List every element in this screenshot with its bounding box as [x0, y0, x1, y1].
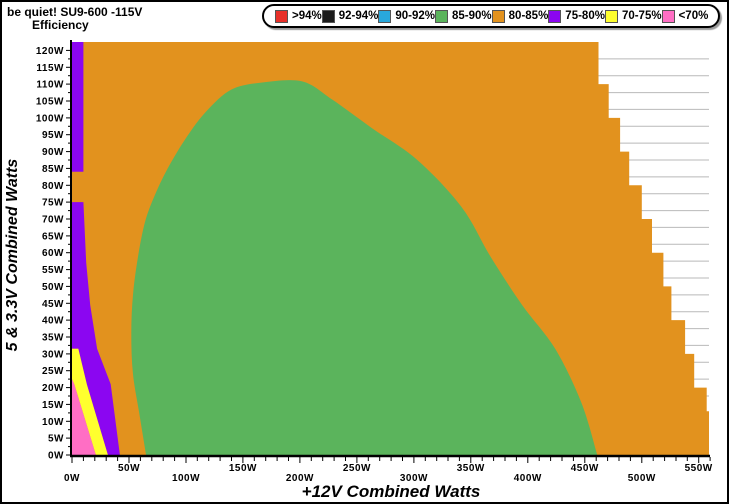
legend-label: 80-85%: [508, 10, 549, 22]
x-tick-label: 400W: [514, 473, 542, 484]
x-tick-label: 300W: [400, 473, 428, 484]
y-tick-label: 20W: [42, 383, 64, 394]
legend-item: 75-80%: [548, 9, 605, 23]
y-axis-title: 5 & 3.3V Combined Watts: [4, 159, 21, 352]
legend-item: 85-90%: [435, 9, 492, 23]
y-tick-label: 50W: [42, 282, 64, 293]
legend-label: 75-80%: [565, 10, 605, 22]
chart-subtitle: Efficiency: [32, 18, 89, 32]
y-tick-label: 5W: [48, 434, 64, 445]
x-tick-label: 150W: [229, 463, 257, 474]
y-tick-label: 95W: [42, 130, 64, 141]
y-tick-label: 40W: [42, 316, 64, 327]
efficiency-legend: >94% 92-94% 90-92% 85-90% 80-85% 75-80% 70-75%…: [262, 4, 720, 28]
chart-title: be quiet! SU9-600 -115V: [7, 5, 143, 19]
legend-item: <70%: [661, 9, 709, 23]
legend-swatch: [661, 9, 675, 23]
legend-label: 70-75%: [621, 10, 662, 22]
y-tick-label: 115W: [36, 63, 64, 74]
legend-item: 80-85%: [491, 9, 549, 23]
x-tick-label: 100W: [172, 473, 200, 484]
legend-label: >94%: [292, 10, 322, 22]
y-tick-label: 110W: [36, 80, 64, 91]
y-tick-label: 100W: [36, 113, 64, 124]
legend-label: 92-94%: [338, 10, 379, 22]
x-tick-label: 550W: [685, 463, 713, 474]
legend-swatch: [491, 9, 505, 23]
legend-swatch: [378, 9, 392, 23]
y-tick-label: 35W: [42, 333, 64, 344]
y-tick-label: 15W: [42, 400, 64, 411]
legend-label: 85-90%: [452, 10, 492, 22]
legend-item: 70-75%: [604, 9, 662, 23]
x-tick-label: 350W: [457, 463, 485, 474]
legend-item: 90-92%: [378, 9, 436, 23]
y-tick-label: 105W: [36, 97, 64, 108]
efficiency-region-75-80: [72, 42, 84, 172]
legend-swatch: [275, 9, 288, 23]
y-tick-label: 0W: [48, 451, 64, 462]
x-tick-label: 450W: [571, 463, 599, 474]
y-tick-label: 60W: [42, 248, 64, 259]
y-tick-label: 70W: [42, 215, 64, 226]
y-tick-label: 90W: [42, 147, 64, 158]
efficiency-region-75-80: [72, 202, 120, 455]
x-tick-label: 0W: [64, 473, 80, 484]
x-axis-title: +12V Combined Watts: [302, 482, 481, 501]
efficiency-region-70-75: [72, 348, 108, 455]
y-tick-label: 120W: [36, 46, 64, 57]
y-tick-label: 65W: [42, 231, 64, 242]
y-tick-label: 55W: [42, 265, 64, 276]
x-tick-label: 500W: [628, 473, 656, 484]
y-tick-label: 80W: [42, 181, 64, 192]
legend-item: 92-94%: [321, 9, 379, 23]
y-tick-label: 75W: [42, 198, 64, 209]
x-tick-label: 250W: [343, 463, 371, 474]
legend-swatch: [321, 9, 335, 23]
x-tick-label: 50W: [118, 463, 140, 474]
x-tick-label: 200W: [286, 473, 314, 484]
legend-label: <70%: [678, 10, 709, 22]
legend-item: >94%: [275, 9, 322, 23]
legend-label: 90-92%: [395, 10, 436, 22]
y-tick-label: 30W: [42, 349, 64, 360]
y-tick-label: 25W: [42, 366, 64, 377]
y-tick-label: 45W: [42, 299, 64, 310]
efficiency-region-85-90: [131, 80, 598, 455]
legend-swatch: [435, 9, 449, 23]
y-tick-label: 85W: [42, 164, 64, 175]
legend-swatch: [604, 9, 618, 23]
y-tick-label: 10W: [42, 417, 64, 428]
legend-swatch: [548, 9, 562, 23]
efficiency-region-70: [72, 379, 96, 455]
